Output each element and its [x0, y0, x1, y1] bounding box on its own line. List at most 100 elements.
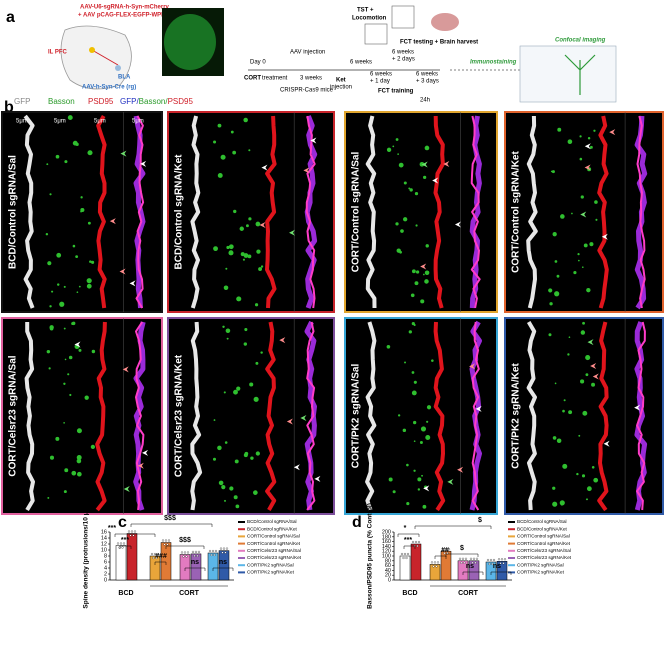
- legend-label: CORT/PK2 sgRNA/Ket: [517, 570, 565, 575]
- arrowhead: [259, 221, 266, 228]
- data-point: [458, 557, 462, 560]
- arrowhead: [119, 268, 126, 275]
- legend-label: CORT/Celsr23 sgRNA/Sal: [517, 548, 571, 553]
- significance: $$$: [164, 515, 176, 522]
- puncta: [424, 279, 429, 284]
- timeline-label: 6 weeks: [350, 60, 372, 66]
- puncta: [253, 490, 258, 495]
- puncta: [233, 389, 238, 395]
- puncta: [220, 154, 226, 160]
- vector: + AAV pCAG-FLEX-EGFP-WPRE: [78, 13, 170, 19]
- puncta: [49, 193, 52, 196]
- puncta: [56, 252, 62, 258]
- data-point: [197, 550, 201, 553]
- sig-bracket: [403, 545, 416, 549]
- data-point: [210, 553, 213, 557]
- puncta: [548, 333, 552, 337]
- puncta: [57, 283, 60, 286]
- dendrite: [365, 321, 377, 511]
- group-label: CORT: [458, 590, 479, 597]
- puncta: [560, 214, 565, 219]
- puncta: [422, 273, 425, 276]
- puncta: [406, 463, 409, 467]
- y-tick-label: 200: [382, 529, 391, 535]
- bar: [457, 560, 469, 581]
- puncta: [49, 305, 52, 308]
- data-point: [403, 552, 407, 556]
- sig-bracket: [434, 555, 447, 559]
- panel-label: c: [118, 514, 127, 531]
- puncta: [76, 291, 79, 294]
- puncta: [425, 244, 429, 248]
- puncta: [587, 136, 591, 140]
- data-point: [474, 561, 477, 564]
- micrograph: [1, 111, 163, 313]
- dendrite: [135, 115, 145, 309]
- data-point: [460, 561, 463, 564]
- data-point: [435, 565, 438, 568]
- puncta: [247, 254, 252, 259]
- puncta: [579, 135, 582, 138]
- data-point: [400, 552, 404, 556]
- data-point: [447, 548, 451, 551]
- dendrite: [470, 115, 481, 309]
- puncta: [417, 488, 421, 491]
- timeline-label: treatment: [262, 76, 288, 82]
- puncta: [49, 326, 54, 331]
- puncta: [250, 456, 254, 460]
- arrowhead: [592, 373, 599, 380]
- group-label: BCD: [118, 590, 133, 597]
- group-label: CORT/Celsr23 sgRNA/Ket: [174, 354, 185, 477]
- legend-label: BCD/Control sgRNA/Ket: [517, 526, 568, 531]
- arrowhead: [587, 339, 594, 346]
- dendrite: [24, 322, 35, 512]
- legend-label: CORT/Control sgRNA/Sal: [517, 534, 570, 539]
- puncta: [217, 172, 223, 178]
- puncta: [89, 260, 92, 263]
- puncta: [421, 474, 423, 477]
- puncta: [413, 324, 416, 327]
- significance: $$$: [179, 537, 191, 544]
- puncta: [413, 440, 416, 443]
- y-tick-label: 6: [104, 559, 107, 565]
- dendrite: [305, 115, 316, 309]
- puncta: [71, 321, 76, 326]
- puncta: [235, 504, 240, 509]
- puncta: [408, 330, 412, 334]
- puncta: [402, 428, 407, 433]
- puncta: [229, 486, 234, 491]
- data-point: [402, 556, 405, 560]
- brain-image: [164, 14, 216, 70]
- puncta: [76, 428, 82, 434]
- data-point: [166, 543, 169, 546]
- bar: [149, 555, 161, 581]
- bar: [410, 543, 422, 581]
- data-point: [416, 544, 419, 548]
- puncta: [48, 367, 51, 370]
- channel-label: Basson/: [139, 97, 169, 106]
- puncta: [551, 170, 555, 174]
- group-label: BCD: [402, 590, 417, 597]
- puncta: [586, 287, 591, 293]
- data-point: [211, 549, 215, 553]
- arrowhead: [447, 478, 454, 485]
- timeline-label: TST +: [357, 8, 374, 14]
- region: BLA: [118, 75, 131, 81]
- data-point: [461, 557, 465, 560]
- puncta: [55, 154, 60, 159]
- dendrite: [365, 115, 377, 309]
- puncta: [64, 468, 69, 473]
- sig-bracket: [445, 553, 479, 557]
- data-point: [152, 556, 155, 560]
- data-point: [411, 540, 415, 544]
- panel-label: a: [6, 9, 15, 26]
- puncta: [591, 382, 596, 387]
- puncta: [548, 288, 553, 293]
- puncta: [554, 291, 560, 297]
- puncta: [260, 351, 263, 354]
- puncta: [223, 285, 229, 291]
- puncta: [63, 382, 66, 385]
- arrowhead: [293, 464, 300, 471]
- arrowhead: [421, 161, 428, 168]
- y-tick-label: 60: [385, 563, 391, 569]
